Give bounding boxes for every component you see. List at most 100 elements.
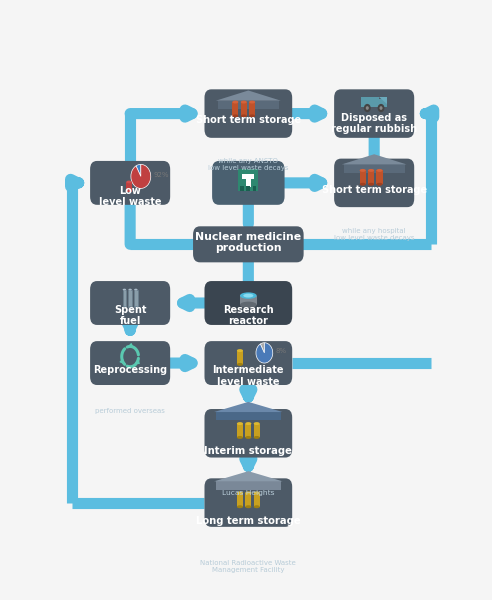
Polygon shape [214, 471, 282, 481]
FancyBboxPatch shape [205, 89, 292, 138]
Text: 8%: 8% [276, 347, 287, 353]
Text: Intermediate
level waste: Intermediate level waste [213, 365, 284, 386]
Bar [237, 493, 243, 507]
Ellipse shape [368, 169, 374, 172]
Ellipse shape [237, 436, 243, 439]
Bar [237, 424, 243, 437]
Bar [218, 101, 279, 109]
Ellipse shape [126, 181, 132, 184]
Bar [240, 186, 244, 191]
FancyBboxPatch shape [205, 281, 292, 325]
Bar [252, 186, 256, 191]
Text: while any ANSTO
low level waste decays: while any ANSTO low level waste decays [208, 158, 289, 172]
Text: Short term storage: Short term storage [322, 185, 427, 195]
Text: Lucas Heights: Lucas Heights [222, 490, 275, 496]
Bar [376, 170, 383, 184]
Text: Spent
fuel: Spent fuel [114, 305, 147, 326]
FancyBboxPatch shape [205, 478, 292, 527]
Ellipse shape [134, 306, 138, 308]
Ellipse shape [237, 505, 243, 508]
Ellipse shape [237, 422, 243, 425]
Bar [379, 99, 387, 107]
Bar [343, 164, 405, 173]
FancyBboxPatch shape [90, 161, 170, 205]
Bar [246, 186, 250, 191]
FancyBboxPatch shape [205, 409, 292, 458]
Ellipse shape [254, 491, 260, 494]
Bar [368, 170, 374, 184]
Bar [239, 169, 258, 191]
FancyBboxPatch shape [90, 281, 170, 325]
Bar [246, 493, 251, 507]
Bar [246, 424, 251, 437]
Text: National Radioactive Waste
Management Facility: National Radioactive Waste Management Fa… [200, 560, 296, 572]
Ellipse shape [237, 349, 243, 352]
Bar [361, 97, 379, 107]
Ellipse shape [123, 289, 126, 290]
Text: Disposed as
regular rubbish: Disposed as regular rubbish [331, 113, 417, 134]
Circle shape [366, 106, 369, 110]
Ellipse shape [360, 169, 366, 172]
Circle shape [364, 104, 371, 112]
Ellipse shape [241, 115, 247, 118]
Polygon shape [216, 91, 281, 101]
Ellipse shape [240, 302, 257, 308]
Ellipse shape [254, 436, 260, 439]
Wedge shape [131, 164, 151, 188]
FancyBboxPatch shape [90, 341, 170, 385]
Polygon shape [342, 154, 406, 164]
Bar [242, 174, 254, 179]
Text: Long term storage: Long term storage [196, 515, 301, 526]
Ellipse shape [376, 183, 383, 186]
Bar [216, 412, 281, 421]
Text: Short term storage: Short term storage [196, 115, 301, 125]
FancyBboxPatch shape [334, 158, 414, 207]
Bar [246, 173, 250, 187]
Ellipse shape [237, 363, 243, 366]
Bar [249, 102, 255, 116]
Ellipse shape [128, 306, 132, 308]
Text: Low
level waste: Low level waste [99, 185, 161, 207]
Ellipse shape [376, 169, 383, 172]
Ellipse shape [246, 491, 251, 494]
FancyBboxPatch shape [193, 226, 304, 262]
Polygon shape [214, 402, 282, 412]
Bar [216, 481, 281, 490]
Polygon shape [379, 97, 387, 104]
Ellipse shape [249, 101, 255, 104]
Bar [123, 290, 126, 307]
Bar [254, 493, 260, 507]
Ellipse shape [246, 422, 251, 425]
Bar [128, 290, 132, 307]
Bar [237, 350, 243, 364]
Ellipse shape [360, 183, 366, 186]
Text: 92%: 92% [153, 172, 169, 178]
Circle shape [377, 104, 384, 112]
Ellipse shape [237, 491, 243, 494]
Text: Reprocessing: Reprocessing [93, 365, 167, 375]
FancyBboxPatch shape [334, 89, 414, 138]
Ellipse shape [232, 101, 239, 104]
Ellipse shape [241, 101, 247, 104]
Wedge shape [256, 343, 273, 363]
FancyBboxPatch shape [212, 161, 284, 205]
Bar [254, 424, 260, 437]
Ellipse shape [246, 436, 251, 439]
Bar [241, 102, 247, 116]
Circle shape [379, 106, 383, 110]
Bar [134, 290, 138, 307]
Ellipse shape [254, 505, 260, 508]
Text: while any hospital
low level waste decays: while any hospital low level waste decay… [334, 227, 414, 241]
Text: Interim storage: Interim storage [204, 446, 292, 456]
Ellipse shape [254, 422, 260, 425]
Text: performed overseas: performed overseas [95, 408, 165, 414]
Wedge shape [136, 164, 141, 176]
Ellipse shape [134, 289, 138, 290]
Text: Research
reactor: Research reactor [223, 305, 274, 326]
FancyBboxPatch shape [205, 341, 292, 385]
Ellipse shape [249, 115, 255, 118]
Bar [232, 102, 239, 116]
Bar [360, 170, 366, 184]
Ellipse shape [232, 115, 239, 118]
Ellipse shape [240, 292, 257, 299]
